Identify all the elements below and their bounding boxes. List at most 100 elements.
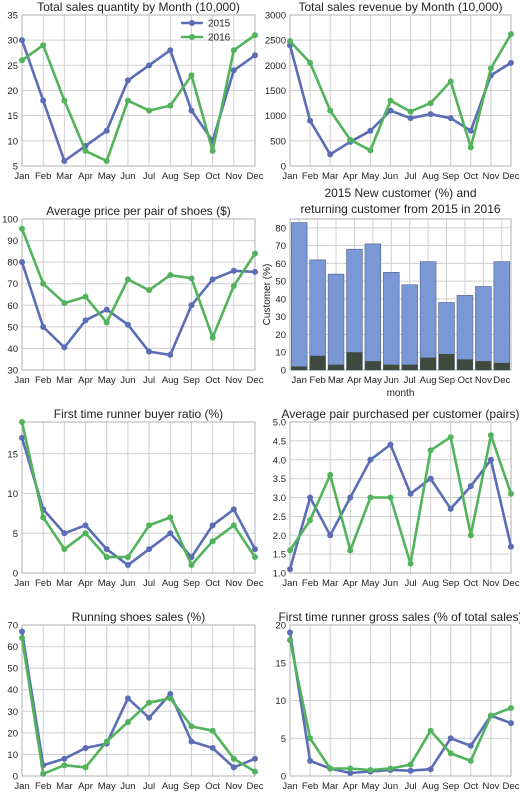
chart-title: First time runner buyer ratio (%) bbox=[54, 407, 223, 421]
data-point bbox=[188, 302, 195, 309]
y-tick-label: 4.5 bbox=[273, 436, 286, 447]
x-tick-label: Apr bbox=[78, 578, 93, 589]
data-point bbox=[387, 97, 394, 104]
x-tick-label: Sep bbox=[183, 578, 200, 589]
data-point bbox=[327, 471, 334, 478]
y-tick-label: 2.0 bbox=[273, 531, 286, 542]
y-tick-label: 30 bbox=[275, 312, 286, 323]
y-tick-label: 2500 bbox=[265, 36, 286, 47]
data-point bbox=[252, 546, 258, 553]
x-tick-label: Jan bbox=[282, 171, 297, 182]
bar-total bbox=[364, 243, 382, 371]
x-tick-label: Dec bbox=[247, 578, 264, 589]
data-point bbox=[252, 52, 258, 59]
data-point bbox=[124, 554, 131, 561]
x-tick-label: Jul bbox=[404, 375, 416, 386]
data-point bbox=[307, 757, 314, 764]
y-tick-label: 25 bbox=[7, 61, 18, 72]
plot-frame bbox=[289, 624, 512, 777]
data-point bbox=[252, 250, 258, 257]
data-point bbox=[447, 434, 454, 441]
y-tick-label: 0 bbox=[13, 772, 18, 783]
y-tick-label: 70 bbox=[7, 621, 18, 632]
bar-total bbox=[401, 284, 418, 371]
data-point bbox=[347, 136, 354, 143]
y-tick-label: 30 bbox=[7, 707, 18, 718]
data-point bbox=[508, 59, 514, 66]
data-point bbox=[230, 506, 237, 513]
plot-frame bbox=[21, 624, 256, 777]
y-tick-label: 60 bbox=[275, 259, 286, 270]
data-point bbox=[40, 323, 47, 330]
y-tick-label: 15 bbox=[7, 449, 18, 460]
chart-title: Total sales revenue by Month (10,000) bbox=[298, 0, 502, 14]
data-point bbox=[307, 117, 314, 124]
x-tick-label: May bbox=[364, 375, 382, 386]
data-point bbox=[230, 282, 237, 289]
x-tick-label: May bbox=[98, 171, 116, 182]
y-tick-label: 30 bbox=[7, 366, 18, 377]
y-tick-label: 4.0 bbox=[273, 455, 286, 466]
series-line-2015 bbox=[20, 631, 256, 769]
data-point bbox=[61, 300, 68, 307]
data-point bbox=[367, 147, 374, 154]
x-tick-label: Apr bbox=[347, 375, 362, 386]
bar-total bbox=[475, 286, 492, 371]
x-tick-label: Feb bbox=[35, 781, 51, 792]
data-point bbox=[146, 348, 153, 355]
y-tick-label: 5 bbox=[281, 734, 286, 745]
chart-title: 2015 New customer (%) and bbox=[324, 186, 476, 200]
data-point bbox=[508, 490, 514, 497]
y-tick-label: 35 bbox=[7, 11, 18, 22]
data-point bbox=[508, 543, 514, 550]
x-tick-label: Feb bbox=[35, 171, 51, 182]
data-point bbox=[19, 225, 25, 232]
series-line-2015 bbox=[288, 632, 512, 775]
data-point bbox=[167, 530, 174, 537]
data-point bbox=[188, 107, 195, 114]
x-tick-label: Feb bbox=[309, 375, 325, 386]
x-tick-label: Sep bbox=[183, 171, 200, 182]
plot-frame bbox=[289, 14, 512, 167]
x-tick-label: Dec bbox=[247, 375, 264, 386]
data-point bbox=[124, 695, 131, 702]
data-point bbox=[124, 562, 131, 569]
x-tick-label: Dec bbox=[503, 578, 520, 589]
data-point bbox=[287, 547, 293, 554]
data-point bbox=[61, 157, 68, 164]
bar-returning bbox=[291, 366, 308, 370]
data-point bbox=[447, 78, 454, 85]
y-axis-label: Customer (%) bbox=[262, 264, 273, 326]
y-tick-label: 80 bbox=[275, 223, 286, 234]
x-tick-label: Apr bbox=[343, 578, 358, 589]
data-point bbox=[230, 67, 237, 74]
x-tick-label: Jun bbox=[383, 578, 398, 589]
x-tick-label: Jul bbox=[404, 171, 416, 182]
data-point bbox=[61, 762, 68, 769]
y-tick-label: 30 bbox=[7, 36, 18, 47]
bar-total bbox=[290, 222, 308, 371]
chart-panel-5: 0 5 10 15 Jan Feb Mar Apr May Jun Jul Aug Sep Oct Nov D… bbox=[7, 407, 263, 589]
x-tick-label: Oct bbox=[463, 781, 478, 792]
x-tick-label: Nov bbox=[225, 781, 242, 792]
bar-returning bbox=[364, 361, 381, 370]
data-point bbox=[103, 319, 110, 326]
x-tick-label: Feb bbox=[302, 781, 318, 792]
bar-total bbox=[419, 261, 437, 371]
x-tick-label: Dec bbox=[493, 375, 510, 386]
data-point bbox=[467, 742, 474, 749]
data-point bbox=[447, 505, 454, 512]
data-point bbox=[146, 62, 153, 69]
y-tick-label: 40 bbox=[275, 294, 286, 305]
data-point bbox=[367, 127, 374, 134]
y-tick-label: 80 bbox=[7, 258, 18, 269]
bar-returning bbox=[346, 352, 363, 370]
data-point bbox=[40, 770, 47, 777]
x-tick-label: Jan bbox=[14, 578, 29, 589]
x-tick-label: May bbox=[98, 578, 116, 589]
data-point bbox=[407, 560, 414, 567]
x-tick-label: Aug bbox=[422, 171, 439, 182]
plot-frame bbox=[21, 421, 256, 574]
data-point bbox=[327, 151, 334, 158]
